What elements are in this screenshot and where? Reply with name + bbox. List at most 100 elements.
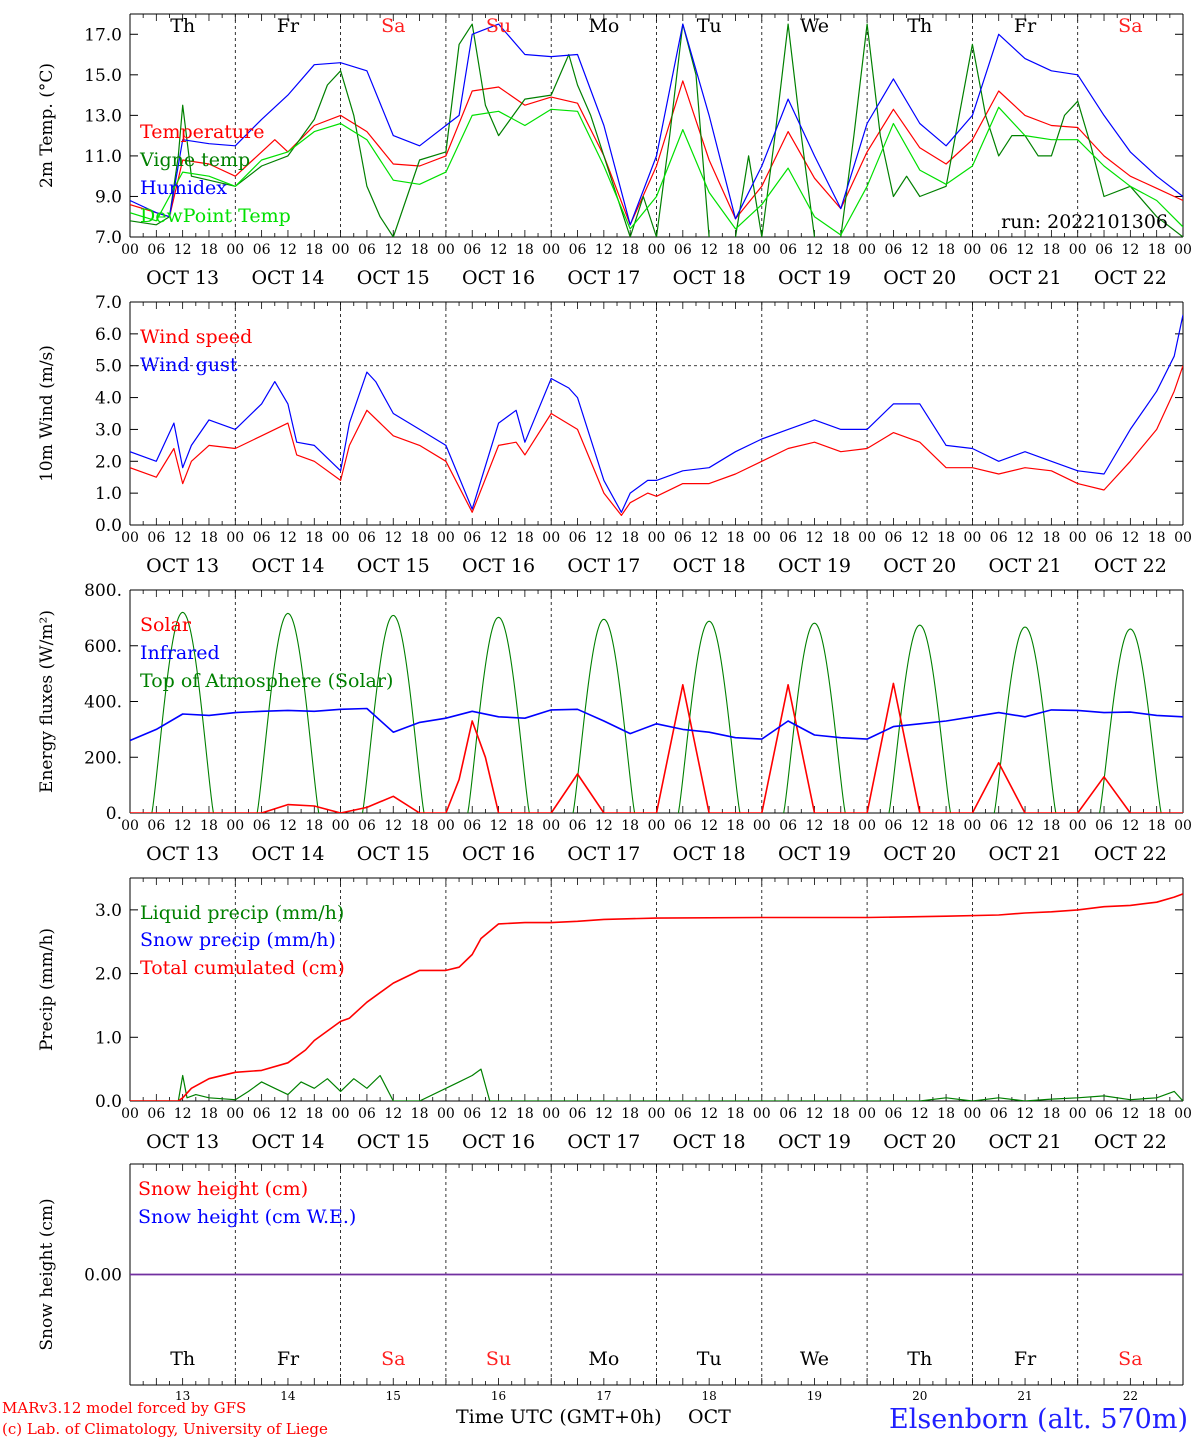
x-hour-label: 18 (305, 1106, 323, 1122)
weekday-label: Th (907, 1348, 932, 1370)
legend-entry: Infrared (140, 642, 220, 664)
x-day-label: OCT 15 (357, 555, 430, 577)
panels: 7.0 9.0 11.0 13.0 15.0 17.0 2m Temp. (°C) Tempe… (37, 13, 1192, 1403)
x-hour-label: 06 (885, 818, 903, 834)
series-line-humidex (130, 23, 1183, 226)
time-axis-title: Time UTC (GMT+0h) (456, 1406, 662, 1428)
legend-entry: Humidex (140, 177, 227, 199)
x-hour-label: 00 (753, 242, 771, 258)
x-day-label: OCT 18 (673, 1131, 746, 1153)
panel-wind: 0.0 1.0 2.0 3.0 4.0 5.0 6.0 7.0 10m Wind (m/s) Wi… (37, 293, 1192, 577)
x-hour-label: 00 (648, 242, 666, 258)
legend-entry: Top of Atmosphere (Solar) (140, 670, 393, 692)
x-hour-label: 00 (121, 530, 139, 546)
x-hour-label: 00 (648, 1106, 666, 1122)
x-hour-label: 00 (437, 530, 455, 546)
x-day-label: OCT 14 (251, 1131, 324, 1153)
x-hour-label: 00 (753, 818, 771, 834)
x-hour-label: 06 (779, 242, 797, 258)
x-hour-label: 18 (621, 1106, 639, 1122)
x-hour-label: 00 (1069, 242, 1087, 258)
x-day-number: 14 (280, 1389, 296, 1403)
x-hour-label: 00 (1174, 818, 1192, 834)
x-hour-label: 12 (1121, 242, 1139, 258)
legend-entry: Total cumulated (cm) (140, 957, 345, 979)
x-hour-label: 12 (384, 1106, 402, 1122)
x-hour-label: 00 (226, 1106, 244, 1122)
x-hour-label: 06 (1095, 242, 1113, 258)
toa-solar-arch (888, 624, 952, 813)
x-day-label: OCT 22 (1094, 267, 1167, 289)
x-day-label: OCT 22 (1094, 1131, 1167, 1153)
x-hour-label: 00 (226, 818, 244, 834)
x-hour-label: 12 (490, 1106, 508, 1122)
x-hour-label: 12 (911, 818, 929, 834)
x-hour-label: 12 (806, 242, 824, 258)
x-hour-label: 00 (648, 530, 666, 546)
y-axis-label: Precip (mm/h) (37, 928, 57, 1051)
x-day-label: OCT 19 (778, 267, 851, 289)
x-day-label: OCT 15 (357, 843, 430, 865)
x-hour-label: 12 (700, 530, 718, 546)
panel-temperature: 7.0 9.0 11.0 13.0 15.0 17.0 2m Temp. (°C) Tempe… (37, 13, 1192, 289)
x-hour-label: 06 (147, 530, 165, 546)
x-day-label: OCT 14 (251, 267, 324, 289)
x-hour-label: 12 (1016, 818, 1034, 834)
x-hour-label: 06 (147, 818, 165, 834)
x-hour-label: 12 (1016, 530, 1034, 546)
y-tick-label: 400. (84, 693, 122, 713)
x-hour-label: 06 (358, 1106, 376, 1122)
weekday-label: Su (486, 15, 511, 37)
x-hour-label: 06 (253, 530, 271, 546)
x-hour-label: 00 (1174, 530, 1192, 546)
x-day-label: OCT 18 (673, 555, 746, 577)
x-hour-label: 12 (595, 1106, 613, 1122)
x-hour-label: 18 (832, 530, 850, 546)
x-day-label: OCT 20 (883, 1131, 956, 1153)
x-hour-label: 12 (1121, 530, 1139, 546)
x-hour-label: 00 (332, 242, 350, 258)
x-hour-label: 06 (990, 818, 1008, 834)
x-hour-label: 06 (253, 1106, 271, 1122)
x-hour-label: 12 (279, 242, 297, 258)
x-hour-label: 18 (727, 242, 745, 258)
x-hour-label: 06 (674, 818, 692, 834)
legend-entry: Snow precip (mm/h) (140, 929, 336, 951)
x-day-number: 18 (702, 1389, 717, 1403)
x-hour-label: 00 (542, 530, 560, 546)
x-hour-label: 00 (963, 530, 981, 546)
weekday-label: Tu (697, 15, 722, 37)
legend-entry: Wind speed (140, 326, 252, 348)
weekday-label: Sa (1118, 15, 1142, 37)
x-hour-label: 06 (463, 242, 481, 258)
x-day-label: OCT 14 (251, 555, 324, 577)
x-hour-label: 06 (147, 242, 165, 258)
y-tick-label: 15.0 (84, 66, 122, 86)
x-hour-label: 00 (1069, 818, 1087, 834)
y-tick-label: 800. (84, 581, 122, 601)
y-tick-label: 200. (84, 748, 122, 768)
x-hour-label: 12 (490, 818, 508, 834)
x-hour-label: 00 (963, 242, 981, 258)
x-hour-label: 18 (937, 818, 955, 834)
x-hour-label: 00 (1174, 242, 1192, 258)
x-hour-label: 00 (963, 1106, 981, 1122)
series-line-wind-speed (130, 365, 1183, 517)
y-tick-label: 9.0 (95, 187, 122, 207)
x-day-number: 13 (175, 1389, 190, 1403)
x-hour-label: 00 (542, 1106, 560, 1122)
x-hour-label: 12 (1016, 242, 1034, 258)
toa-solar-arch (467, 616, 530, 813)
series-line-liquid-precip-mm-h- (130, 1068, 1183, 1101)
x-hour-label: 06 (674, 1106, 692, 1122)
x-day-number: 17 (596, 1389, 611, 1403)
x-hour-label: 00 (121, 818, 139, 834)
x-hour-label: 12 (911, 530, 929, 546)
plot-area (130, 611, 1183, 813)
x-day-number: 20 (912, 1389, 927, 1403)
x-hour-label: 06 (990, 530, 1008, 546)
x-hour-label: 18 (1042, 818, 1060, 834)
x-hour-label: 06 (463, 530, 481, 546)
x-hour-label: 00 (542, 818, 560, 834)
x-hour-label: 12 (806, 530, 824, 546)
